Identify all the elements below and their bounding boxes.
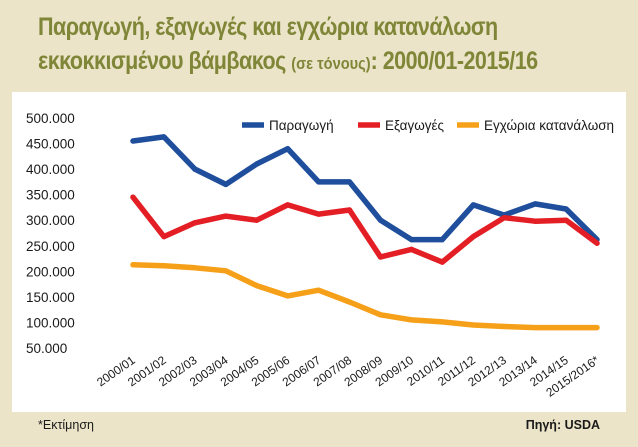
data-point: [130, 194, 136, 200]
data-point: [470, 322, 476, 328]
title-period: : 2000/01-2015/16: [370, 47, 538, 75]
data-point: [501, 215, 507, 221]
data-point: [254, 217, 260, 223]
series-line-1: [130, 134, 600, 243]
data-point: [408, 246, 414, 252]
data-point: [563, 217, 569, 223]
x-axis: 2000/012001/022002/032003/042004/052005/…: [94, 353, 602, 400]
y-tick-label: 300.000: [26, 213, 75, 228]
y-tick-label: 350.000: [26, 188, 75, 203]
data-point: [161, 233, 167, 240]
data-point: [408, 237, 414, 243]
y-tick-label: 50.000: [26, 341, 67, 356]
data-point: [254, 161, 260, 167]
data-point: [254, 283, 260, 289]
data-point: [192, 265, 198, 271]
y-tick-label: 450.000: [26, 137, 75, 152]
data-point: [223, 268, 229, 274]
data-point: [377, 312, 384, 318]
legend: Παραγωγή Εξαγωγές Εγχώρια κατανάλωση: [242, 118, 614, 133]
data-point: [285, 293, 291, 299]
data-point: [439, 319, 445, 325]
data-point: [501, 323, 507, 330]
y-tick-label: 500.000: [26, 111, 75, 126]
series-lines: [130, 134, 600, 331]
legend-label: Εξαγωγές: [385, 118, 445, 133]
data-point: [130, 138, 136, 144]
data-point: [532, 218, 538, 224]
data-point: [532, 324, 538, 331]
source-label: Πηγή: USDA: [525, 418, 600, 432]
y-tick-label: 200.000: [26, 264, 75, 279]
title-line-1: Παραγωγή, εξαγωγές και εγχώρια κατανάλωσ…: [38, 13, 498, 41]
data-point: [316, 287, 322, 293]
data-point: [377, 217, 384, 223]
data-point: [439, 237, 445, 243]
title-unit: (σε τόνους): [291, 54, 371, 73]
data-point: [439, 259, 445, 265]
data-point: [563, 324, 569, 331]
data-point: [285, 146, 291, 152]
data-point: [346, 299, 353, 305]
estimate-note: *Εκτίμηση: [38, 418, 94, 432]
data-point: [223, 181, 229, 188]
title-line-2-main: εκκοκκισμένου βάμβακος: [38, 47, 286, 75]
data-point: [408, 317, 414, 323]
data-point: [470, 202, 476, 208]
title-line-2: εκκοκκισμένου βάμβακος (σε τόνους): 2000…: [38, 44, 545, 81]
y-tick-label: 150.000: [26, 290, 75, 305]
data-point: [532, 201, 538, 207]
data-point: [316, 179, 322, 185]
data-point: [594, 324, 600, 331]
data-point: [594, 240, 600, 246]
data-point: [563, 206, 569, 212]
data-point: [161, 263, 167, 269]
data-point: [223, 213, 229, 219]
data-point: [470, 233, 476, 240]
data-point: [161, 134, 167, 140]
series-line-2: [130, 194, 600, 265]
data-point: [192, 166, 198, 172]
series-line-3: [130, 261, 600, 331]
chart-panel: [12, 92, 626, 412]
data-point: [346, 179, 353, 185]
data-point: [192, 220, 198, 226]
data-point: [285, 202, 291, 208]
legend-label: Εγχώρια κατανάλωση: [484, 118, 614, 133]
data-point: [377, 254, 384, 260]
data-point: [316, 211, 322, 217]
y-axis: 50.000 100.000 150.000 200.000 250.000 300.00…: [26, 111, 75, 356]
data-point: [346, 207, 353, 213]
legend-label: Παραγωγή: [269, 118, 334, 133]
chart-title: Παραγωγή, εξαγωγές και εγχώρια κατανάλωσ…: [38, 10, 545, 81]
y-tick-label: 250.000: [26, 239, 75, 254]
y-tick-label: 400.000: [26, 162, 75, 177]
data-point: [130, 262, 136, 268]
y-tick-label: 100.000: [26, 315, 75, 330]
